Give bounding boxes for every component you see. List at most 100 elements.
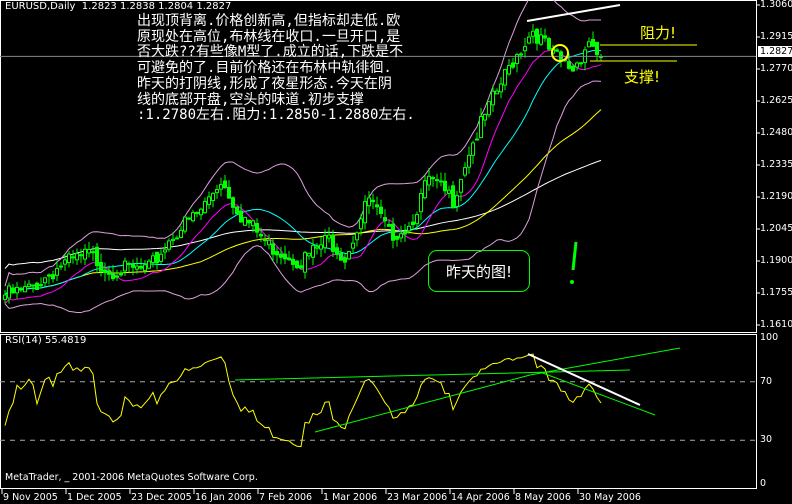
candle	[163, 249, 167, 253]
x-tick-label: 16 Jan 2006	[195, 492, 252, 503]
candle	[75, 252, 79, 261]
candle	[295, 260, 299, 269]
x-tick-label: 8 May 2006	[515, 492, 571, 503]
y-tick-label: 1.1610	[760, 319, 792, 330]
candle	[175, 237, 179, 240]
candle	[575, 62, 579, 68]
candle	[39, 284, 43, 287]
candle	[539, 34, 543, 45]
price-panel-frame	[0, 0, 757, 333]
candle	[243, 217, 247, 226]
candle	[335, 247, 339, 255]
candle	[359, 218, 363, 230]
candle	[155, 251, 159, 264]
candle	[27, 283, 31, 288]
x-tick-label: 7 Feb 2006	[259, 492, 313, 503]
low-value: 1.2804	[158, 1, 194, 12]
high-value: 1.2838	[119, 1, 155, 12]
copyright: MetaTrader, _ 2001-2006 MetaQuotes Softw…	[5, 472, 258, 483]
candle	[447, 189, 451, 194]
candle	[223, 180, 227, 189]
y-tick-label: 1.2625	[760, 95, 792, 106]
note-line: 线的底部开盘,空头的味道.初步支撑	[137, 91, 364, 108]
candle	[371, 199, 375, 203]
candle	[403, 230, 407, 235]
candle	[119, 272, 123, 276]
candle	[203, 200, 207, 214]
candle	[83, 248, 87, 260]
candle	[283, 253, 287, 260]
note-line: 可避免的了.目前价格还在布林中轨徘徊.	[137, 60, 392, 77]
highlight-circle	[551, 44, 569, 62]
candle	[87, 248, 91, 254]
candle	[107, 270, 111, 275]
candle	[463, 167, 467, 176]
candle	[135, 265, 139, 270]
candle	[215, 188, 219, 194]
bollinger-lower	[4, 80, 602, 314]
candle	[115, 275, 119, 278]
candle	[275, 251, 279, 256]
candle	[23, 286, 27, 293]
x-tick-label: 14 Apr 2006	[451, 492, 510, 503]
candle	[211, 192, 215, 202]
candle	[311, 244, 315, 258]
candle	[51, 274, 55, 280]
y-tick-label: 1.2045	[760, 223, 792, 234]
rsi-support-trendline-ext	[529, 347, 681, 376]
candle	[271, 243, 275, 255]
candle	[19, 287, 23, 290]
candle	[419, 192, 423, 213]
support-label: 支撑!	[624, 68, 661, 86]
candle	[459, 178, 463, 193]
candle	[559, 51, 563, 60]
candle	[339, 253, 343, 261]
candle	[307, 252, 311, 257]
candle	[139, 265, 143, 269]
candle	[571, 65, 575, 72]
rsi-support-trendline	[314, 374, 531, 433]
note-line: 原现处在高位,布林线在收口.一旦开口,是	[137, 28, 401, 45]
candle	[407, 225, 411, 232]
y-tick-label: 1.2190	[760, 191, 792, 202]
candle	[367, 197, 371, 207]
candle	[379, 206, 383, 214]
candle	[127, 262, 131, 265]
rsi-divergence-line	[527, 353, 641, 406]
candle	[195, 211, 199, 214]
rsi-tick-label: 0	[760, 478, 767, 489]
candle	[11, 287, 15, 294]
candle	[423, 180, 427, 199]
candle	[527, 36, 531, 44]
candle	[535, 28, 539, 44]
rsi-line	[4, 353, 602, 448]
candle	[595, 41, 599, 56]
candle	[99, 261, 103, 272]
candle	[247, 219, 251, 224]
candle	[255, 223, 259, 233]
yesterday-chart-label: 昨天的图!	[428, 250, 530, 292]
exclamation-mark	[571, 241, 578, 271]
candle	[103, 269, 107, 274]
candle	[279, 253, 283, 258]
candle	[7, 285, 11, 299]
exclamation-dot	[570, 280, 574, 284]
candle	[347, 251, 351, 260]
candle	[299, 265, 303, 269]
note-line: 昨天的打阴线,形成了夜星形态.今天在阴	[137, 75, 392, 92]
candle	[591, 38, 595, 47]
candle	[43, 277, 47, 284]
rsi-horizontal-line	[234, 369, 631, 381]
candle	[131, 263, 135, 268]
candle	[151, 255, 155, 264]
candle	[455, 195, 459, 207]
candle	[567, 61, 571, 69]
candle	[471, 142, 475, 156]
rsi-tick-label: 30	[760, 434, 773, 446]
candle	[91, 251, 95, 254]
rsi-label: RSI(14) 55.4819	[5, 335, 87, 346]
candle	[479, 115, 483, 139]
divergence-trendline	[526, 4, 621, 22]
